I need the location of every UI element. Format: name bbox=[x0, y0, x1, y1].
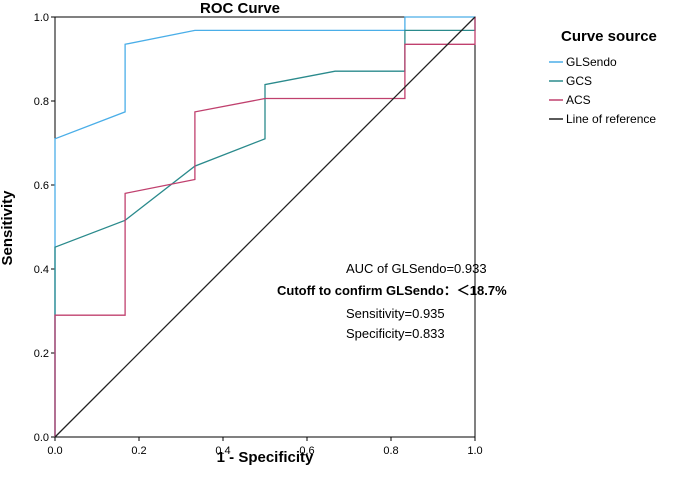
y-tick-label: 0.6 bbox=[34, 180, 49, 192]
legend: Curve source GLSendo GCS ACS Line of refere… bbox=[549, 28, 657, 126]
series-line-gcs bbox=[54, 17, 476, 437]
legend-label-glsendo: GLSendo bbox=[566, 55, 617, 69]
series-line-line-of-reference bbox=[54, 16, 476, 438]
x-axis-title: 1 - Specificity bbox=[217, 449, 314, 466]
sensitivity-annotation: Sensitivity=0.935 bbox=[346, 306, 445, 321]
y-axis-title: Sensitivity bbox=[0, 190, 16, 266]
specificity-annotation: Specificity=0.833 bbox=[346, 326, 445, 341]
series-line-acs bbox=[54, 17, 476, 437]
legend-label-acs: ACS bbox=[566, 93, 591, 107]
y-tick-label: 0.4 bbox=[34, 264, 49, 276]
cutoff-annotation: Cutoff to confirm GLSendo：＜18.7% bbox=[277, 283, 507, 298]
y-tick-label: 1.0 bbox=[34, 12, 49, 24]
legend-label-line-of-reference: Line of reference bbox=[566, 112, 656, 126]
annotations: AUC of GLSendo=0.933 Cutoff to confirm G… bbox=[277, 261, 507, 341]
auc-annotation: AUC of GLSendo=0.933 bbox=[346, 261, 487, 276]
x-tick-label: 0.0 bbox=[47, 445, 62, 457]
chart-title: ROC Curve bbox=[200, 0, 280, 17]
legend-title: Curve source bbox=[561, 28, 657, 45]
y-tick-label: 0.2 bbox=[34, 348, 49, 360]
plot-area: 0.0 0.2 0.4 0.6 0.8 1.0 0.0 0.2 0.4 0.6 0.8 1.0 bbox=[34, 12, 483, 457]
series-line-glsendo bbox=[54, 16, 475, 437]
legend-label-gcs: GCS bbox=[566, 74, 592, 88]
y-tick-label: 0.0 bbox=[34, 432, 49, 444]
x-tick-label: 0.6 bbox=[299, 445, 314, 457]
x-tick-label: 0.2 bbox=[131, 445, 146, 457]
x-tick-label: 0.4 bbox=[215, 445, 230, 457]
y-tick-label: 0.8 bbox=[34, 96, 49, 108]
x-tick-label: 1.0 bbox=[467, 445, 482, 457]
x-tick-label: 0.8 bbox=[383, 445, 398, 457]
